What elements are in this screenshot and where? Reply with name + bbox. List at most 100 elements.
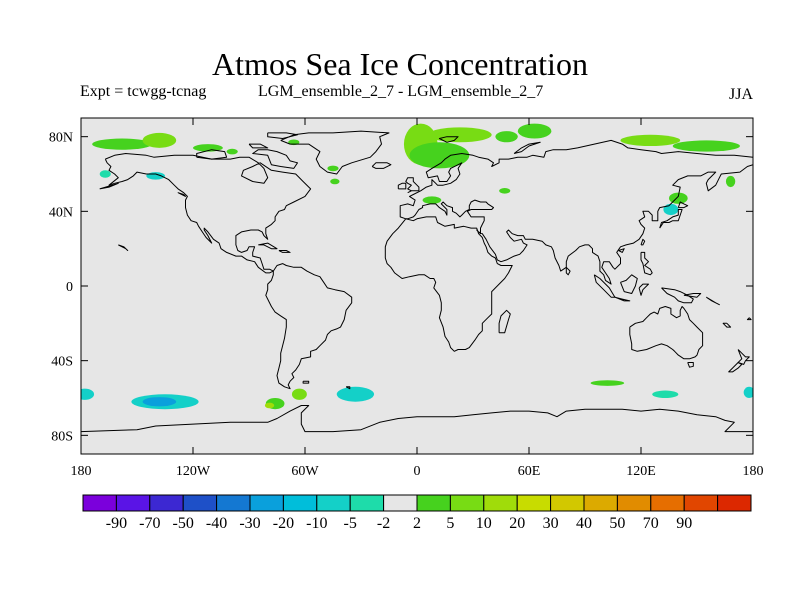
coastline	[638, 283, 649, 296]
colorbar-label: -30	[239, 515, 260, 532]
coastline	[177, 192, 186, 197]
colorbar-label: 5	[446, 515, 454, 532]
coastline	[258, 242, 278, 250]
lat-tick-label: 80N	[49, 131, 73, 146]
ice-anomaly-region	[743, 386, 753, 398]
coastline	[302, 380, 310, 384]
coastline	[196, 149, 228, 160]
lon-tick-label: 120W	[176, 464, 211, 479]
ice-anomaly-region	[428, 127, 492, 143]
coastline	[498, 309, 511, 334]
colorbar-label: -50	[173, 515, 194, 532]
lon-tick-label: 120E	[626, 464, 656, 479]
coastline	[405, 177, 420, 194]
ice-anomaly-region	[652, 390, 679, 398]
ice-anomaly-region	[517, 123, 552, 139]
coastline-layer	[81, 130, 753, 433]
coastline	[399, 139, 753, 220]
ice-anomaly-region	[672, 140, 740, 152]
colorbar-label: -90	[106, 515, 127, 532]
lat-tick-label: 0	[66, 280, 73, 295]
coastline	[99, 182, 119, 190]
coastline	[618, 248, 625, 253]
ice-anomaly-region	[620, 134, 681, 146]
colorbar-swatch	[115, 494, 151, 512]
ice-anomaly-region	[226, 148, 238, 155]
axis-ticks: 80N 40N 0 40S 80S 180 120W 60W 0 60E 120E 180	[49, 118, 764, 479]
coastline	[687, 362, 694, 368]
coastline	[384, 216, 513, 352]
coastline	[371, 162, 392, 169]
colorbar-label: 2	[413, 515, 421, 532]
lon-tick-label: 180	[71, 464, 92, 479]
coastline	[405, 164, 753, 285]
experiment-label: Expt = tcwgg-tcnag	[80, 83, 207, 100]
lon-tick-label: 60E	[518, 464, 541, 479]
coastline	[81, 405, 753, 433]
colorbar-swatch	[717, 494, 752, 512]
colorbar-swatch	[449, 494, 485, 512]
colorbar-swatch	[349, 494, 385, 512]
ice-anomaly-region	[499, 188, 511, 194]
coastline	[345, 386, 351, 390]
colorbar-label: 10	[476, 515, 492, 532]
ice-anomaly-region	[409, 142, 470, 169]
ice-anomaly-region	[725, 175, 736, 188]
colorbar-label: 40	[576, 515, 592, 532]
ice-anomaly-region	[663, 203, 679, 216]
coastline	[248, 143, 269, 149]
ice-anomaly-region	[330, 178, 340, 185]
colorbar-label: -40	[206, 515, 227, 532]
colorbar-swatch	[616, 494, 652, 512]
lat-tick-label: 40S	[51, 355, 73, 370]
colorbar-label: -70	[139, 515, 160, 532]
coastline	[593, 274, 616, 298]
colorbar-label: 90	[676, 515, 692, 532]
colorbar-swatch	[282, 494, 318, 512]
coastline	[659, 209, 683, 229]
ice-anomaly-region	[422, 196, 442, 204]
coastline	[118, 244, 129, 251]
colorbar-label: -20	[273, 515, 294, 532]
colorbar-swatch	[383, 494, 418, 512]
coastline	[280, 130, 390, 175]
colorbar: -90 -70 -50 -40 -30 -20 -10 -5 -2 2 5 10 20 30 40 50 70 9…	[82, 494, 752, 532]
coastline	[278, 250, 291, 253]
ice-anomaly-region	[142, 397, 177, 407]
coastline	[722, 322, 732, 328]
coastline	[614, 296, 631, 302]
ice-anomaly-region	[264, 402, 275, 409]
lon-tick-label: 60W	[291, 464, 319, 479]
colorbar-swatch	[483, 494, 518, 512]
colorbar-swatch	[583, 494, 618, 512]
ice-anomaly-region	[495, 131, 518, 143]
ice-anomaly-region	[291, 388, 307, 400]
coastline	[267, 132, 298, 139]
colorbar-swatch	[249, 494, 284, 512]
coastline	[728, 362, 743, 373]
colorbar-swatch	[516, 494, 552, 512]
colorbar-swatch	[316, 494, 351, 512]
ice-anomaly-region	[142, 132, 177, 148]
colorbar-swatch	[182, 494, 218, 512]
ice-anomaly-region	[99, 170, 111, 178]
coastline	[661, 287, 694, 304]
coastline	[640, 251, 653, 276]
coastline	[265, 263, 353, 390]
lat-tick-label: 40N	[49, 205, 73, 220]
season-label: JJA	[728, 86, 753, 103]
colorbar-label: 70	[643, 515, 659, 532]
colorbar-swatch	[416, 494, 451, 512]
coastline	[706, 296, 720, 306]
colorbar-swatch	[650, 494, 685, 512]
coastline	[565, 266, 571, 276]
colorbar-label: 20	[509, 515, 525, 532]
lon-tick-label: 0	[414, 464, 421, 479]
coastline	[629, 306, 704, 360]
colorbar-label: 30	[543, 515, 559, 532]
coastline	[746, 317, 752, 321]
ice-anomaly-region	[193, 144, 223, 152]
coastline	[104, 153, 312, 274]
colorbar-label: -10	[306, 515, 327, 532]
contour-layer	[81, 123, 753, 410]
